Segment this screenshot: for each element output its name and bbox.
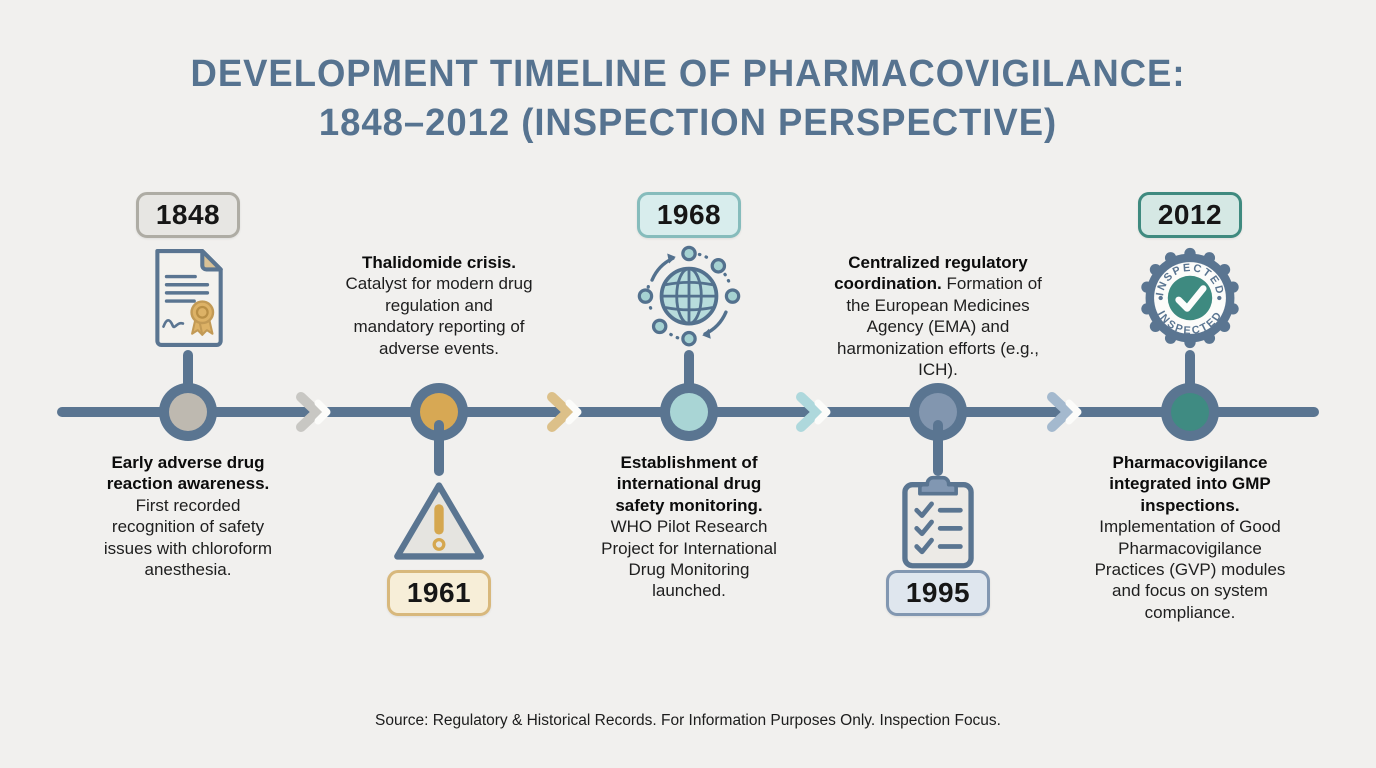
warning-triangle-icon <box>384 470 494 574</box>
year-badge-2012: 2012 <box>1138 192 1242 238</box>
timeline-arrow-icon <box>296 392 331 432</box>
event-description-1961: Thalidomide crisis. Catalyst for modern … <box>343 252 535 359</box>
page-title: DEVELOPMENT TIMELINE OF PHARMACOVIGILANC… <box>28 50 1349 147</box>
svg-text:INSPECTED: INSPECTED <box>1154 262 1226 297</box>
event-description-1995: Centralized regulatory coordination. For… <box>831 252 1045 380</box>
year-label: 1995 <box>905 577 971 608</box>
event-body: First recorded recognition of safety iss… <box>103 495 273 580</box>
event-heading: Thalidomide crisis. <box>362 253 516 272</box>
event-heading: Establishment of international drug safe… <box>615 453 763 515</box>
event-heading: Pharmacovigilance integrated into GMP in… <box>1109 453 1271 515</box>
page-title-line2: 1848–2012 (INSPECTION PERSPECTIVE) <box>318 101 1058 144</box>
source-note: Source: Regulatory & Historical Records.… <box>374 712 1001 729</box>
year-badge-1961: 1961 <box>387 570 491 616</box>
year-label: 1848 <box>155 199 221 230</box>
year-badge-1848: 1848 <box>136 192 240 238</box>
event-heading: Centralized regulatory coordination. <box>834 253 1028 294</box>
inspected-seal-icon: INSPECTED INSPECTED <box>1135 246 1245 350</box>
seal-top-label: INSPECTED <box>1154 262 1224 297</box>
connector-stem <box>1185 350 1195 400</box>
seal-bottom-label: INSPECTED <box>1155 309 1223 338</box>
event-body: Implementation of Good Pharmacovigilance… <box>1094 517 1286 622</box>
event-heading: Early adverse drug reaction awareness. <box>106 453 270 494</box>
timeline-arrow-icon <box>547 392 582 432</box>
event-description-1968: Establishment of international drug safe… <box>601 452 777 602</box>
event-body: Formation of the European Medicines Agen… <box>837 274 1042 380</box>
certificate-icon <box>133 246 243 350</box>
event-description-1848: Early adverse drug reaction awareness. F… <box>95 452 281 580</box>
svg-text:INSPECTED: INSPECTED <box>1155 309 1225 338</box>
connector-stem <box>933 420 943 476</box>
timeline-arrow-icon <box>796 392 831 432</box>
year-badge-1995: 1995 <box>886 570 990 616</box>
year-label: 2012 <box>1157 199 1223 230</box>
event-description-2012: Pharmacovigilance integrated into GMP in… <box>1089 452 1291 623</box>
timeline-axis <box>57 407 1319 417</box>
connector-stem <box>434 420 444 476</box>
clipboard-checklist-icon <box>883 470 993 574</box>
year-label: 1968 <box>656 199 722 230</box>
globe-monitoring-icon <box>634 245 744 350</box>
connector-stem <box>183 350 193 400</box>
timeline-arrow-icon <box>1047 392 1082 432</box>
page-title-line1: DEVELOPMENT TIMELINE OF PHARMACOVIGILANC… <box>190 53 1186 95</box>
event-body: Catalyst for modern drug regulation and … <box>345 274 533 358</box>
year-badge-1968: 1968 <box>637 192 741 238</box>
year-label: 1961 <box>406 577 472 608</box>
connector-stem <box>684 350 694 400</box>
event-body: WHO Pilot Research Project for Internati… <box>601 517 777 601</box>
